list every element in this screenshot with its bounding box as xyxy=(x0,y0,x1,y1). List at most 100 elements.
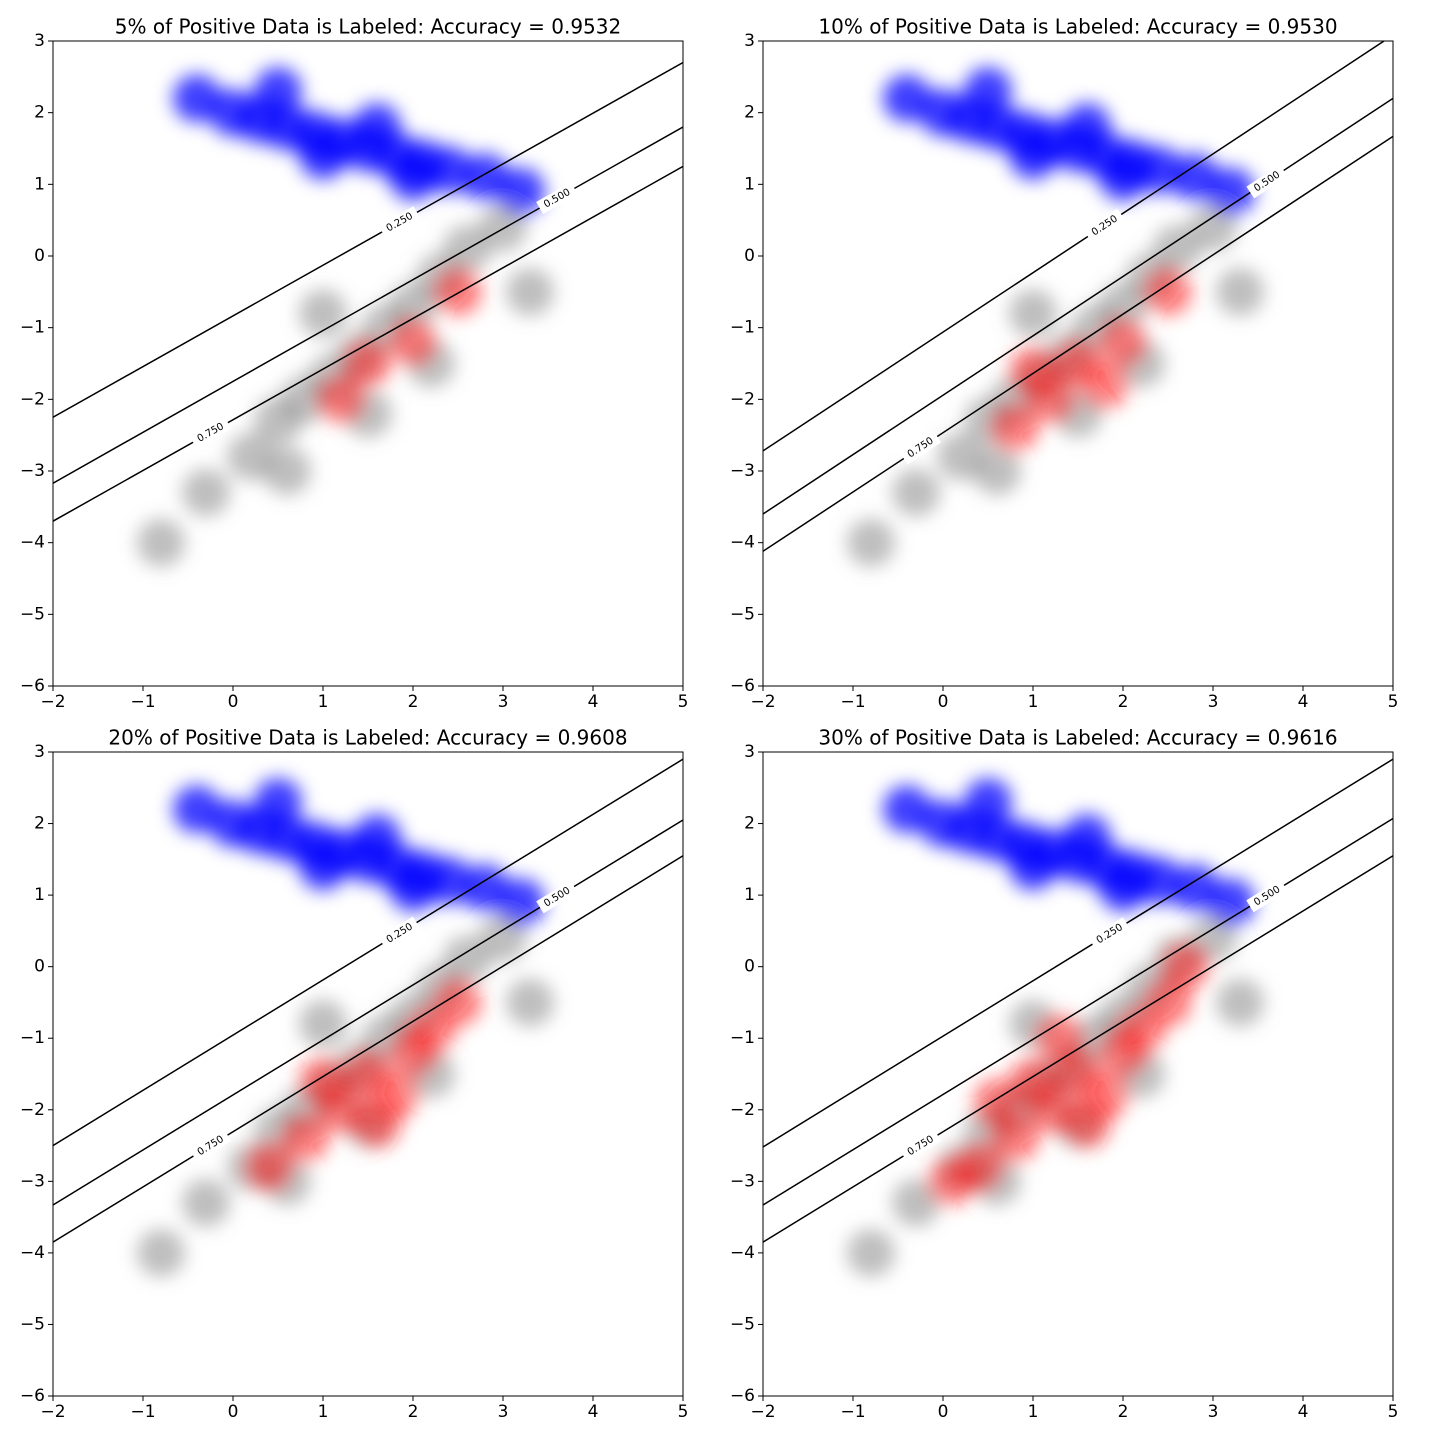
y-tick-label: 2 xyxy=(34,814,45,834)
x-tick-label: −1 xyxy=(130,692,155,712)
point xyxy=(1171,153,1219,202)
y-tick-label: 2 xyxy=(744,814,755,834)
point xyxy=(299,999,347,1048)
subplot: 5% of Positive Data is Labeled: Accuracy… xyxy=(20,15,688,713)
point xyxy=(1009,346,1057,395)
point xyxy=(479,914,527,963)
point xyxy=(182,468,230,517)
point xyxy=(245,1143,293,1192)
plot-frame xyxy=(52,40,684,687)
y-tick-label: 1 xyxy=(744,885,755,905)
point xyxy=(883,785,931,834)
point xyxy=(1135,856,1183,905)
x-tick-label: −2 xyxy=(40,692,65,712)
y-tick-label: −6 xyxy=(20,676,45,696)
points xyxy=(847,778,1264,1277)
subplot: 10% of Positive Data is Labeled: Accurac… xyxy=(730,15,1398,713)
y-tick-label: −3 xyxy=(20,461,45,481)
point xyxy=(1099,153,1147,202)
point xyxy=(173,74,221,123)
plot-frame xyxy=(762,40,1394,687)
point xyxy=(991,404,1039,452)
x-tick-label: 0 xyxy=(228,692,239,712)
point xyxy=(254,67,302,116)
contour-line xyxy=(763,41,1385,452)
point xyxy=(299,131,347,180)
point xyxy=(254,778,302,827)
contour-line xyxy=(53,819,683,1206)
x-tick-label: 3 xyxy=(498,692,509,712)
y-tick-label: −2 xyxy=(20,389,45,409)
point xyxy=(973,1078,1021,1127)
y-tick-label: −4 xyxy=(730,533,755,553)
y-tick-label: 1 xyxy=(34,885,45,905)
point xyxy=(1117,1007,1165,1056)
x-tick-label: 2 xyxy=(1118,692,1129,712)
contour-line xyxy=(53,855,683,1243)
contour-line xyxy=(53,165,683,522)
plot-frame xyxy=(52,751,684,1397)
y-tick-label: 3 xyxy=(34,31,45,51)
y-tick-label: −4 xyxy=(20,1243,45,1263)
y-tick-label: 2 xyxy=(34,103,45,123)
x-tick-label: 3 xyxy=(1208,692,1219,712)
x-tick-label: 5 xyxy=(678,1402,689,1422)
y-tick-label: −3 xyxy=(20,1171,45,1191)
chart-title: 5% of Positive Data is Labeled: Accuracy… xyxy=(115,15,621,39)
point xyxy=(479,203,527,252)
point xyxy=(389,318,437,366)
point xyxy=(1144,267,1192,316)
point xyxy=(1216,978,1264,1027)
point xyxy=(1099,318,1147,366)
point xyxy=(964,67,1012,116)
point xyxy=(1189,203,1237,252)
point xyxy=(281,1114,329,1163)
y-tick-label: −5 xyxy=(20,1314,45,1334)
y-tick-label: −3 xyxy=(730,461,755,481)
point xyxy=(1009,842,1057,891)
point xyxy=(137,518,185,567)
x-tick-label: 3 xyxy=(498,1402,509,1422)
y-tick-label: −1 xyxy=(730,1028,755,1048)
point xyxy=(425,856,473,905)
x-tick-label: 0 xyxy=(938,692,949,712)
points xyxy=(137,67,554,567)
y-tick-label: 0 xyxy=(34,246,45,266)
point xyxy=(353,813,401,862)
x-tick-label: 4 xyxy=(1298,692,1309,712)
point xyxy=(425,146,473,194)
chart-title: 20% of Positive Data is Labeled: Accurac… xyxy=(108,726,627,750)
point xyxy=(1081,361,1129,409)
contour-line xyxy=(53,126,683,484)
x-tick-label: −1 xyxy=(130,1402,155,1422)
point xyxy=(1162,942,1210,991)
point xyxy=(461,863,509,912)
point xyxy=(497,167,545,216)
point xyxy=(506,267,554,316)
y-tick-label: −6 xyxy=(20,1386,45,1406)
y-tick-label: 0 xyxy=(34,957,45,977)
point xyxy=(299,842,347,891)
point xyxy=(1153,224,1201,273)
point xyxy=(1063,103,1111,151)
y-tick-label: −4 xyxy=(730,1243,755,1263)
x-tick-label: 5 xyxy=(1388,692,1399,712)
x-tick-label: 0 xyxy=(228,1402,239,1422)
point xyxy=(497,878,545,927)
point xyxy=(353,103,401,151)
x-tick-label: 1 xyxy=(318,1402,329,1422)
point xyxy=(892,468,940,517)
point xyxy=(299,1057,347,1106)
y-tick-label: 3 xyxy=(744,742,755,762)
point xyxy=(1009,131,1057,180)
y-tick-label: −1 xyxy=(730,318,755,338)
y-tick-label: −5 xyxy=(20,604,45,624)
contour-line xyxy=(763,758,1393,1148)
point xyxy=(892,1178,940,1227)
y-tick-label: −3 xyxy=(730,1171,755,1191)
x-tick-label: 0 xyxy=(938,1402,949,1422)
x-tick-label: 2 xyxy=(408,692,419,712)
y-tick-label: −5 xyxy=(730,1314,755,1334)
points xyxy=(847,67,1264,567)
point xyxy=(991,1114,1039,1163)
